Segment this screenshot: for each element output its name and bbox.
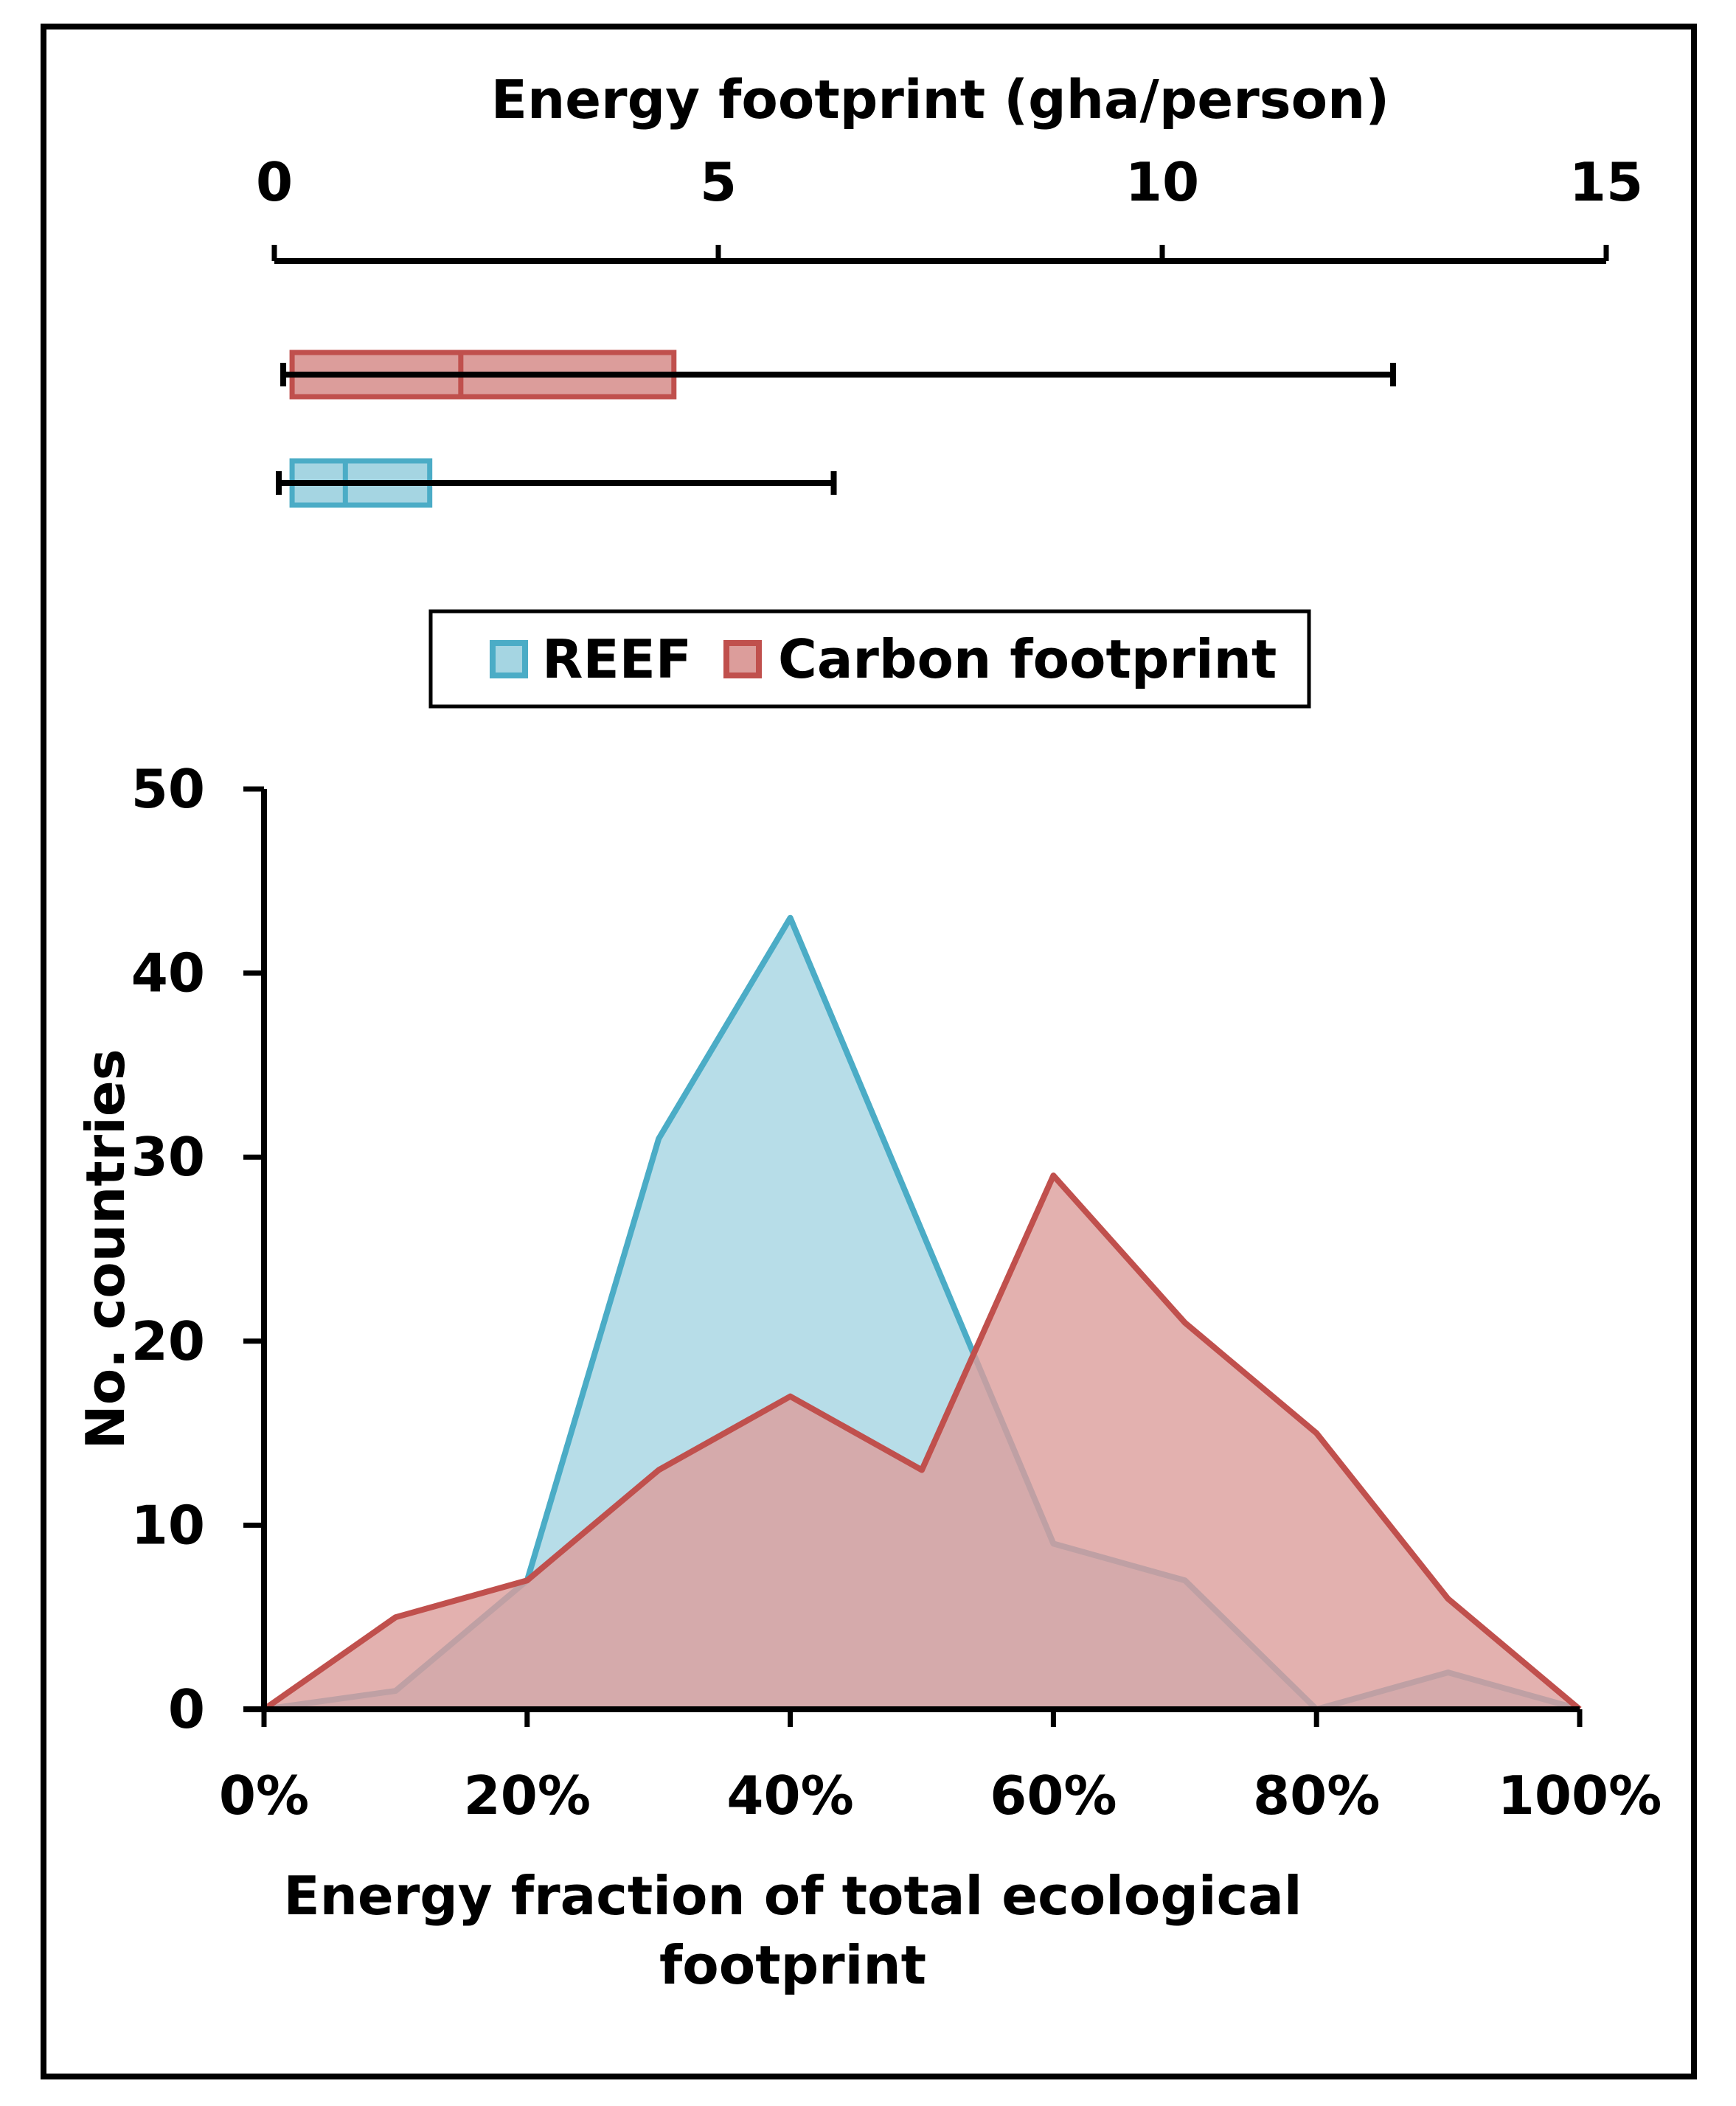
data-point bbox=[921, 1470, 923, 1471]
data-point bbox=[1448, 1598, 1449, 1599]
area-carbon-footprint bbox=[262, 1172, 1582, 1712]
x-tick-label: 20% bbox=[464, 1765, 591, 1827]
x-axis-title-line: Energy fraction of total ecological bbox=[283, 1865, 1302, 1927]
legend-label-reef: REEF bbox=[542, 628, 692, 690]
x-axis-title-line: footprint bbox=[659, 1934, 926, 1996]
x-tick-label: 0% bbox=[219, 1765, 309, 1827]
x-axis-ticks: 0% 20% 40% 60% 80% 100% bbox=[219, 1709, 1662, 1827]
legend-swatch-carbon bbox=[723, 640, 762, 678]
area-chart-panel: 0 10 20 30 40 50 0% 20% 40% 60% 80% 100% No. count… bbox=[74, 758, 1662, 1996]
data-point bbox=[658, 1470, 659, 1471]
y-tick-label: 10 bbox=[131, 1494, 205, 1556]
box-x-tick-label: 0 bbox=[256, 151, 293, 213]
y-tick-label: 0 bbox=[168, 1678, 205, 1740]
y-tick-label: 20 bbox=[131, 1310, 205, 1372]
box-x-tick-label: 10 bbox=[1125, 151, 1199, 213]
box-x-axis-ticks: 0 5 10 15 bbox=[256, 151, 1643, 261]
x-tick-label: 40% bbox=[726, 1765, 853, 1827]
data-point bbox=[1184, 1322, 1186, 1324]
box-x-tick-label: 5 bbox=[700, 151, 737, 213]
area-fill bbox=[264, 1175, 1580, 1709]
y-tick-label: 50 bbox=[131, 758, 205, 820]
box-plot-panel: Energy footprint (gha/person) 0 5 10 15 bbox=[256, 69, 1643, 508]
x-tick-label: 60% bbox=[990, 1765, 1117, 1827]
area-series bbox=[262, 914, 1582, 1712]
box-x-axis-title: Energy footprint (gha/person) bbox=[491, 69, 1389, 131]
y-axis-ticks: 0 10 20 30 40 50 bbox=[131, 758, 264, 1740]
box-x-tick-label: 15 bbox=[1569, 151, 1643, 213]
legend-frame bbox=[428, 609, 1311, 709]
data-point bbox=[1316, 1433, 1317, 1434]
series-line bbox=[262, 1172, 1582, 1712]
x-tick-label: 80% bbox=[1253, 1765, 1380, 1827]
legend-label-carbon: Carbon footprint bbox=[778, 628, 1277, 690]
box-carbon-footprint bbox=[280, 350, 1397, 400]
x-axis-title: Energy fraction of total ecological footp… bbox=[283, 1865, 1302, 1996]
data-point bbox=[1052, 1175, 1054, 1176]
data-point bbox=[658, 1138, 659, 1139]
data-point bbox=[921, 1230, 923, 1231]
data-point bbox=[790, 1396, 791, 1397]
legend: REEF Carbon footprint bbox=[428, 609, 1311, 709]
y-tick-label: 30 bbox=[131, 1126, 205, 1188]
y-tick-label: 40 bbox=[131, 942, 205, 1004]
box-series bbox=[276, 350, 1397, 508]
legend-swatch-reef bbox=[490, 640, 528, 678]
data-point bbox=[395, 1616, 396, 1618]
area-fill bbox=[264, 917, 1580, 1709]
box-reef bbox=[276, 458, 837, 508]
data-point bbox=[790, 917, 791, 919]
y-axis-title: No. countries bbox=[74, 1049, 136, 1449]
x-tick-label: 100% bbox=[1498, 1765, 1662, 1827]
data-point bbox=[527, 1580, 528, 1581]
